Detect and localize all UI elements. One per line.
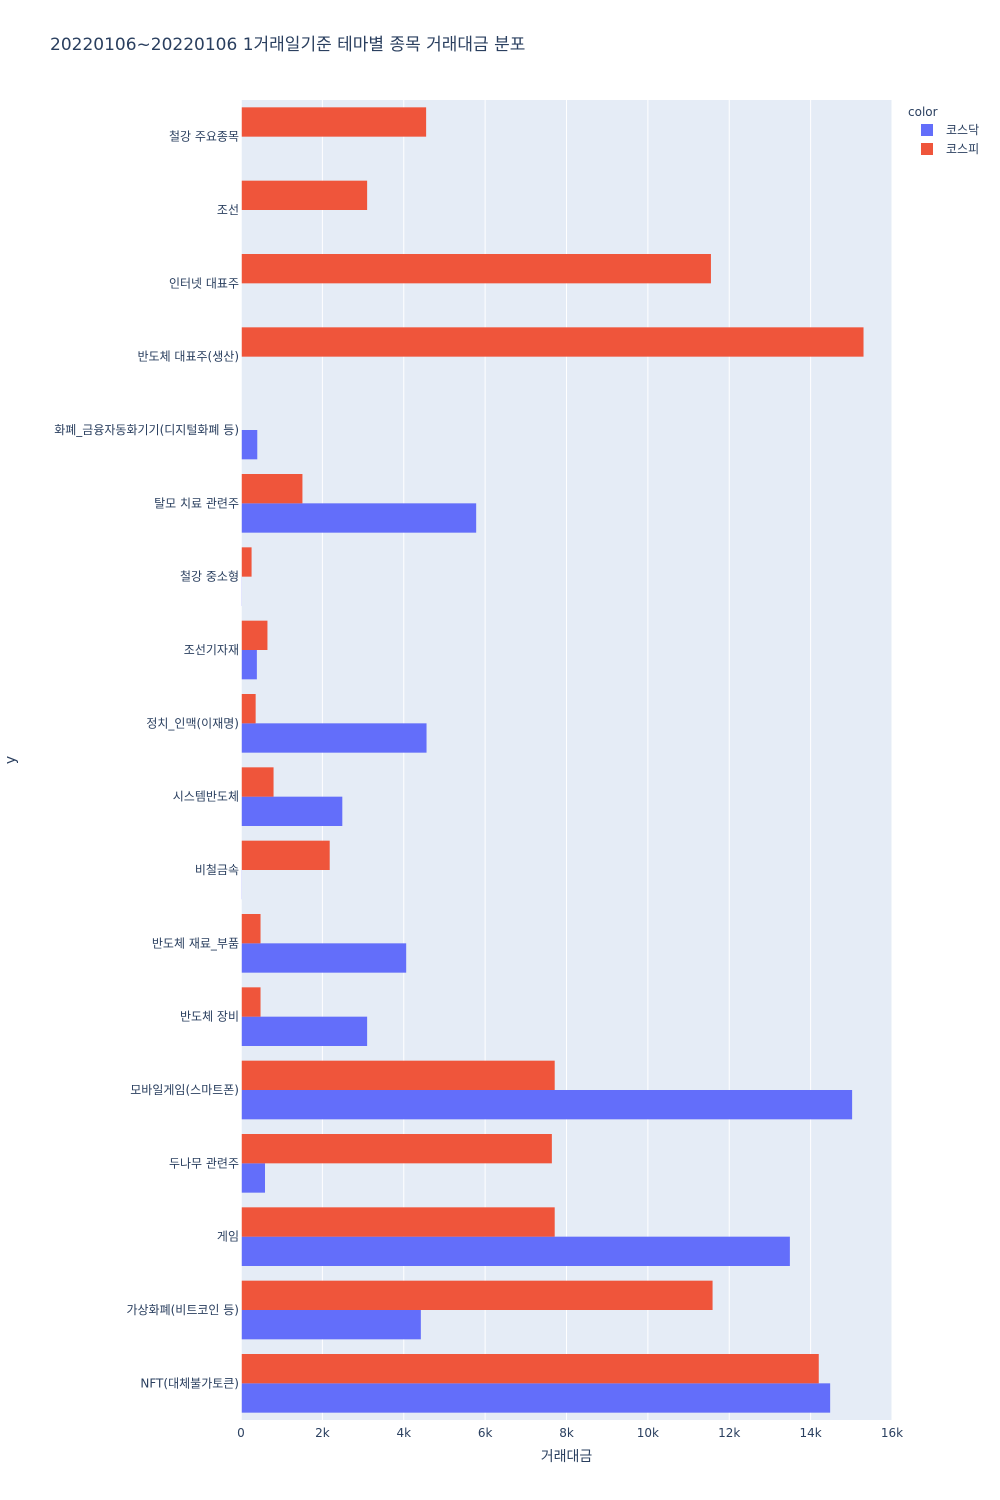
- x-tick-label: 14k: [800, 1426, 822, 1440]
- bar-kospi[interactable]: [241, 987, 261, 1017]
- y-tick-label: NFT(대체불가토큰): [140, 1376, 239, 1390]
- legend-label[interactable]: 코스닥: [946, 123, 979, 137]
- bar-kospi[interactable]: [241, 547, 252, 577]
- bar-kospi[interactable]: [241, 767, 274, 797]
- bar-kospi[interactable]: [241, 620, 268, 650]
- x-axis-ticks: 0 2k 4k 6k 8k 10k 12k 14k 16k: [237, 1426, 903, 1440]
- y-tick-label: 비철금속: [195, 863, 239, 877]
- bar-kosdaq[interactable]: [241, 723, 427, 753]
- bar-kospi[interactable]: [241, 180, 368, 210]
- bar-kospi[interactable]: [241, 254, 711, 284]
- legend-title: color: [908, 105, 938, 119]
- x-tick-label: 6k: [478, 1426, 493, 1440]
- y-tick-label: 정치_인맥(이재명): [146, 716, 239, 730]
- x-tick-label: 10k: [637, 1426, 659, 1440]
- x-tick-label: 8k: [559, 1426, 574, 1440]
- y-tick-label: 철강 중소형: [180, 570, 239, 584]
- legend-swatch[interactable]: [921, 124, 933, 136]
- x-tick-label: 4k: [396, 1426, 411, 1440]
- bar-kosdaq[interactable]: [241, 1163, 266, 1193]
- bar-kospi[interactable]: [241, 1207, 555, 1237]
- bar-kospi[interactable]: [241, 327, 864, 357]
- x-tick-label: 12k: [718, 1426, 740, 1440]
- bar-kosdaq[interactable]: [241, 650, 257, 680]
- bar-kospi[interactable]: [241, 107, 427, 137]
- bar-kospi[interactable]: [241, 1280, 713, 1310]
- x-tick-label: 2k: [315, 1426, 330, 1440]
- y-tick-label: 모바일게임(스마트폰): [130, 1083, 239, 1097]
- bar-kosdaq[interactable]: [241, 1090, 853, 1120]
- bar-kosdaq[interactable]: [241, 1236, 790, 1266]
- y-tick-label: 철강 주요종목: [169, 130, 239, 144]
- bar-kospi[interactable]: [241, 914, 261, 944]
- bar-kospi[interactable]: [241, 1134, 552, 1164]
- y-tick-label: 반도체 대표주(생산): [138, 350, 240, 364]
- y-tick-label: 화폐_금융자동화기기(디지털화폐 등): [54, 423, 239, 437]
- bar-kosdaq[interactable]: [241, 1016, 368, 1046]
- y-tick-label: 반도체 재료_부품: [152, 936, 239, 950]
- bar-kosdaq[interactable]: [241, 430, 258, 460]
- y-tick-label: 반도체 장비: [180, 1010, 239, 1024]
- y-tick-label: 두나무 관련주: [169, 1156, 239, 1170]
- y-tick-label: 인터넷 대표주: [169, 276, 239, 290]
- bar-kospi[interactable]: [241, 840, 330, 870]
- gridlines: [321, 100, 893, 1420]
- bars: [240, 100, 864, 1420]
- y-tick-label: 가상화폐(비트코인 등): [126, 1303, 239, 1317]
- chart-title: 20220106~20220106 1거래일기준 테마별 종목 거래대금 분포: [50, 35, 525, 55]
- x-axis-title: 거래대금: [541, 1449, 593, 1465]
- bar-kospi[interactable]: [241, 1354, 819, 1384]
- y-tick-label: 조선: [217, 203, 239, 217]
- x-tick-label: 0: [237, 1426, 245, 1440]
- bar-kosdaq[interactable]: [241, 1383, 831, 1413]
- y-tick-label: 게임: [217, 1230, 239, 1244]
- y-tick-label: 탈모 치료 관련주: [154, 496, 239, 510]
- y-axis-title: y: [3, 756, 19, 764]
- bar-kospi[interactable]: [241, 474, 303, 504]
- y-tick-label: 시스템반도체: [173, 790, 239, 804]
- x-tick-label: 16k: [881, 1426, 903, 1440]
- bar-kospi[interactable]: [241, 1060, 555, 1090]
- bar-kospi[interactable]: [241, 694, 256, 724]
- bar-kosdaq[interactable]: [241, 503, 477, 533]
- legend-swatch[interactable]: [921, 143, 933, 155]
- bar-kosdaq[interactable]: [241, 943, 407, 973]
- bar-kosdaq[interactable]: [241, 796, 343, 826]
- legend-label[interactable]: 코스피: [946, 142, 979, 156]
- bar-kosdaq[interactable]: [241, 1310, 421, 1340]
- y-tick-label: 조선기자재: [184, 643, 239, 657]
